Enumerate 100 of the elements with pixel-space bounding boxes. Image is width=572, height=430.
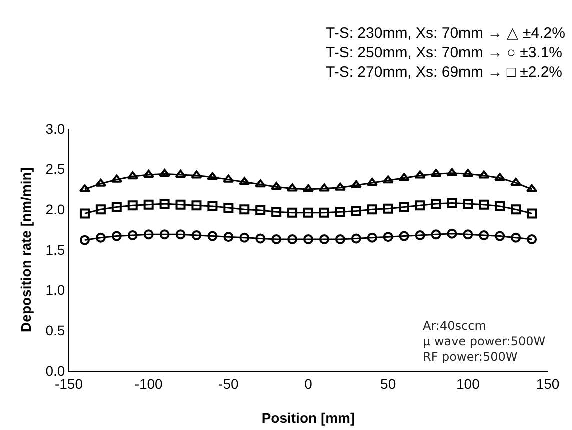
point [527,208,538,219]
point [96,232,106,243]
point [176,230,186,240]
point [240,232,250,243]
point [272,207,282,218]
point [192,200,202,211]
point [208,201,218,212]
point [478,170,490,179]
x-tick-label: -100 [134,376,164,392]
point [527,234,538,245]
point [447,198,458,208]
point [286,184,298,192]
point [270,182,282,190]
x-tick-label: -50 [218,376,239,392]
point [334,182,346,191]
point [239,177,250,186]
point [463,199,474,210]
x-tick-label: 50 [380,376,396,392]
point [192,230,202,240]
point [224,203,234,214]
point [462,169,474,178]
point [367,204,378,215]
point [319,208,330,218]
point [318,184,330,192]
point [176,200,186,210]
point [208,231,218,242]
point [256,234,266,244]
annotation: Ar:40sccm μ wave power:500W RF power:500W [423,319,546,364]
point [288,208,298,218]
point [494,173,506,182]
point [80,208,90,219]
point [431,199,442,210]
point [350,180,362,188]
y-tick-label: 2.0 [46,202,66,218]
point [304,234,314,245]
point [335,207,346,218]
point [415,230,426,240]
point [96,204,106,215]
y-tick-label: 2.5 [46,161,66,178]
point [510,178,522,186]
point [382,176,394,184]
point [159,169,170,178]
point [80,235,90,246]
point [366,178,378,186]
point [319,234,330,245]
point [511,204,522,215]
point [272,234,282,245]
point [351,234,362,244]
point [463,230,474,240]
point [399,202,410,212]
point [430,169,442,178]
y-axis-title: Deposition rate [nm/min] [18,168,34,332]
x-tick-label: 100 [456,376,480,392]
point [112,231,122,242]
point [398,173,410,182]
point [431,230,442,240]
point [511,232,522,243]
point [160,230,170,240]
point [95,178,107,187]
point [304,208,314,218]
point [207,172,218,180]
x-tick-label: 0 [304,376,313,392]
x-axis-title: Position [mm] [262,410,356,426]
point [383,232,394,242]
point [223,174,234,183]
point [143,170,154,178]
point [351,206,362,216]
point [288,234,298,245]
point [128,200,138,211]
point [128,230,138,240]
point [144,230,154,240]
point [335,234,346,245]
x-tick-label: 150 [536,376,560,392]
point [383,204,394,214]
point [175,170,186,178]
point [160,199,170,210]
point [446,168,458,176]
point [479,230,490,240]
point [256,205,266,216]
y-tick-label: 1.5 [46,242,66,258]
point [144,200,154,210]
point [112,202,122,212]
point [479,200,490,210]
point [191,170,202,179]
point [495,231,506,242]
point [224,232,234,242]
point [127,172,138,180]
text: T-S: 230mm, Xs: 70mm → △ ±4.2% T-S: 250mm, Xs: 70mm → ○ ±3.1% T-S: 270mm, Xs: 69mm → □ ±2.2% [326,25,566,81]
point [240,204,250,215]
y-tick-label: 0.5 [46,322,66,339]
point [254,180,266,188]
y-tick-label: 1.0 [46,282,66,298]
point [399,231,410,242]
point [367,232,378,243]
point [111,174,123,183]
point [415,200,426,211]
point [414,170,426,179]
point [447,228,458,239]
y-tick-label: 3.0 [46,120,66,137]
point [495,201,506,212]
